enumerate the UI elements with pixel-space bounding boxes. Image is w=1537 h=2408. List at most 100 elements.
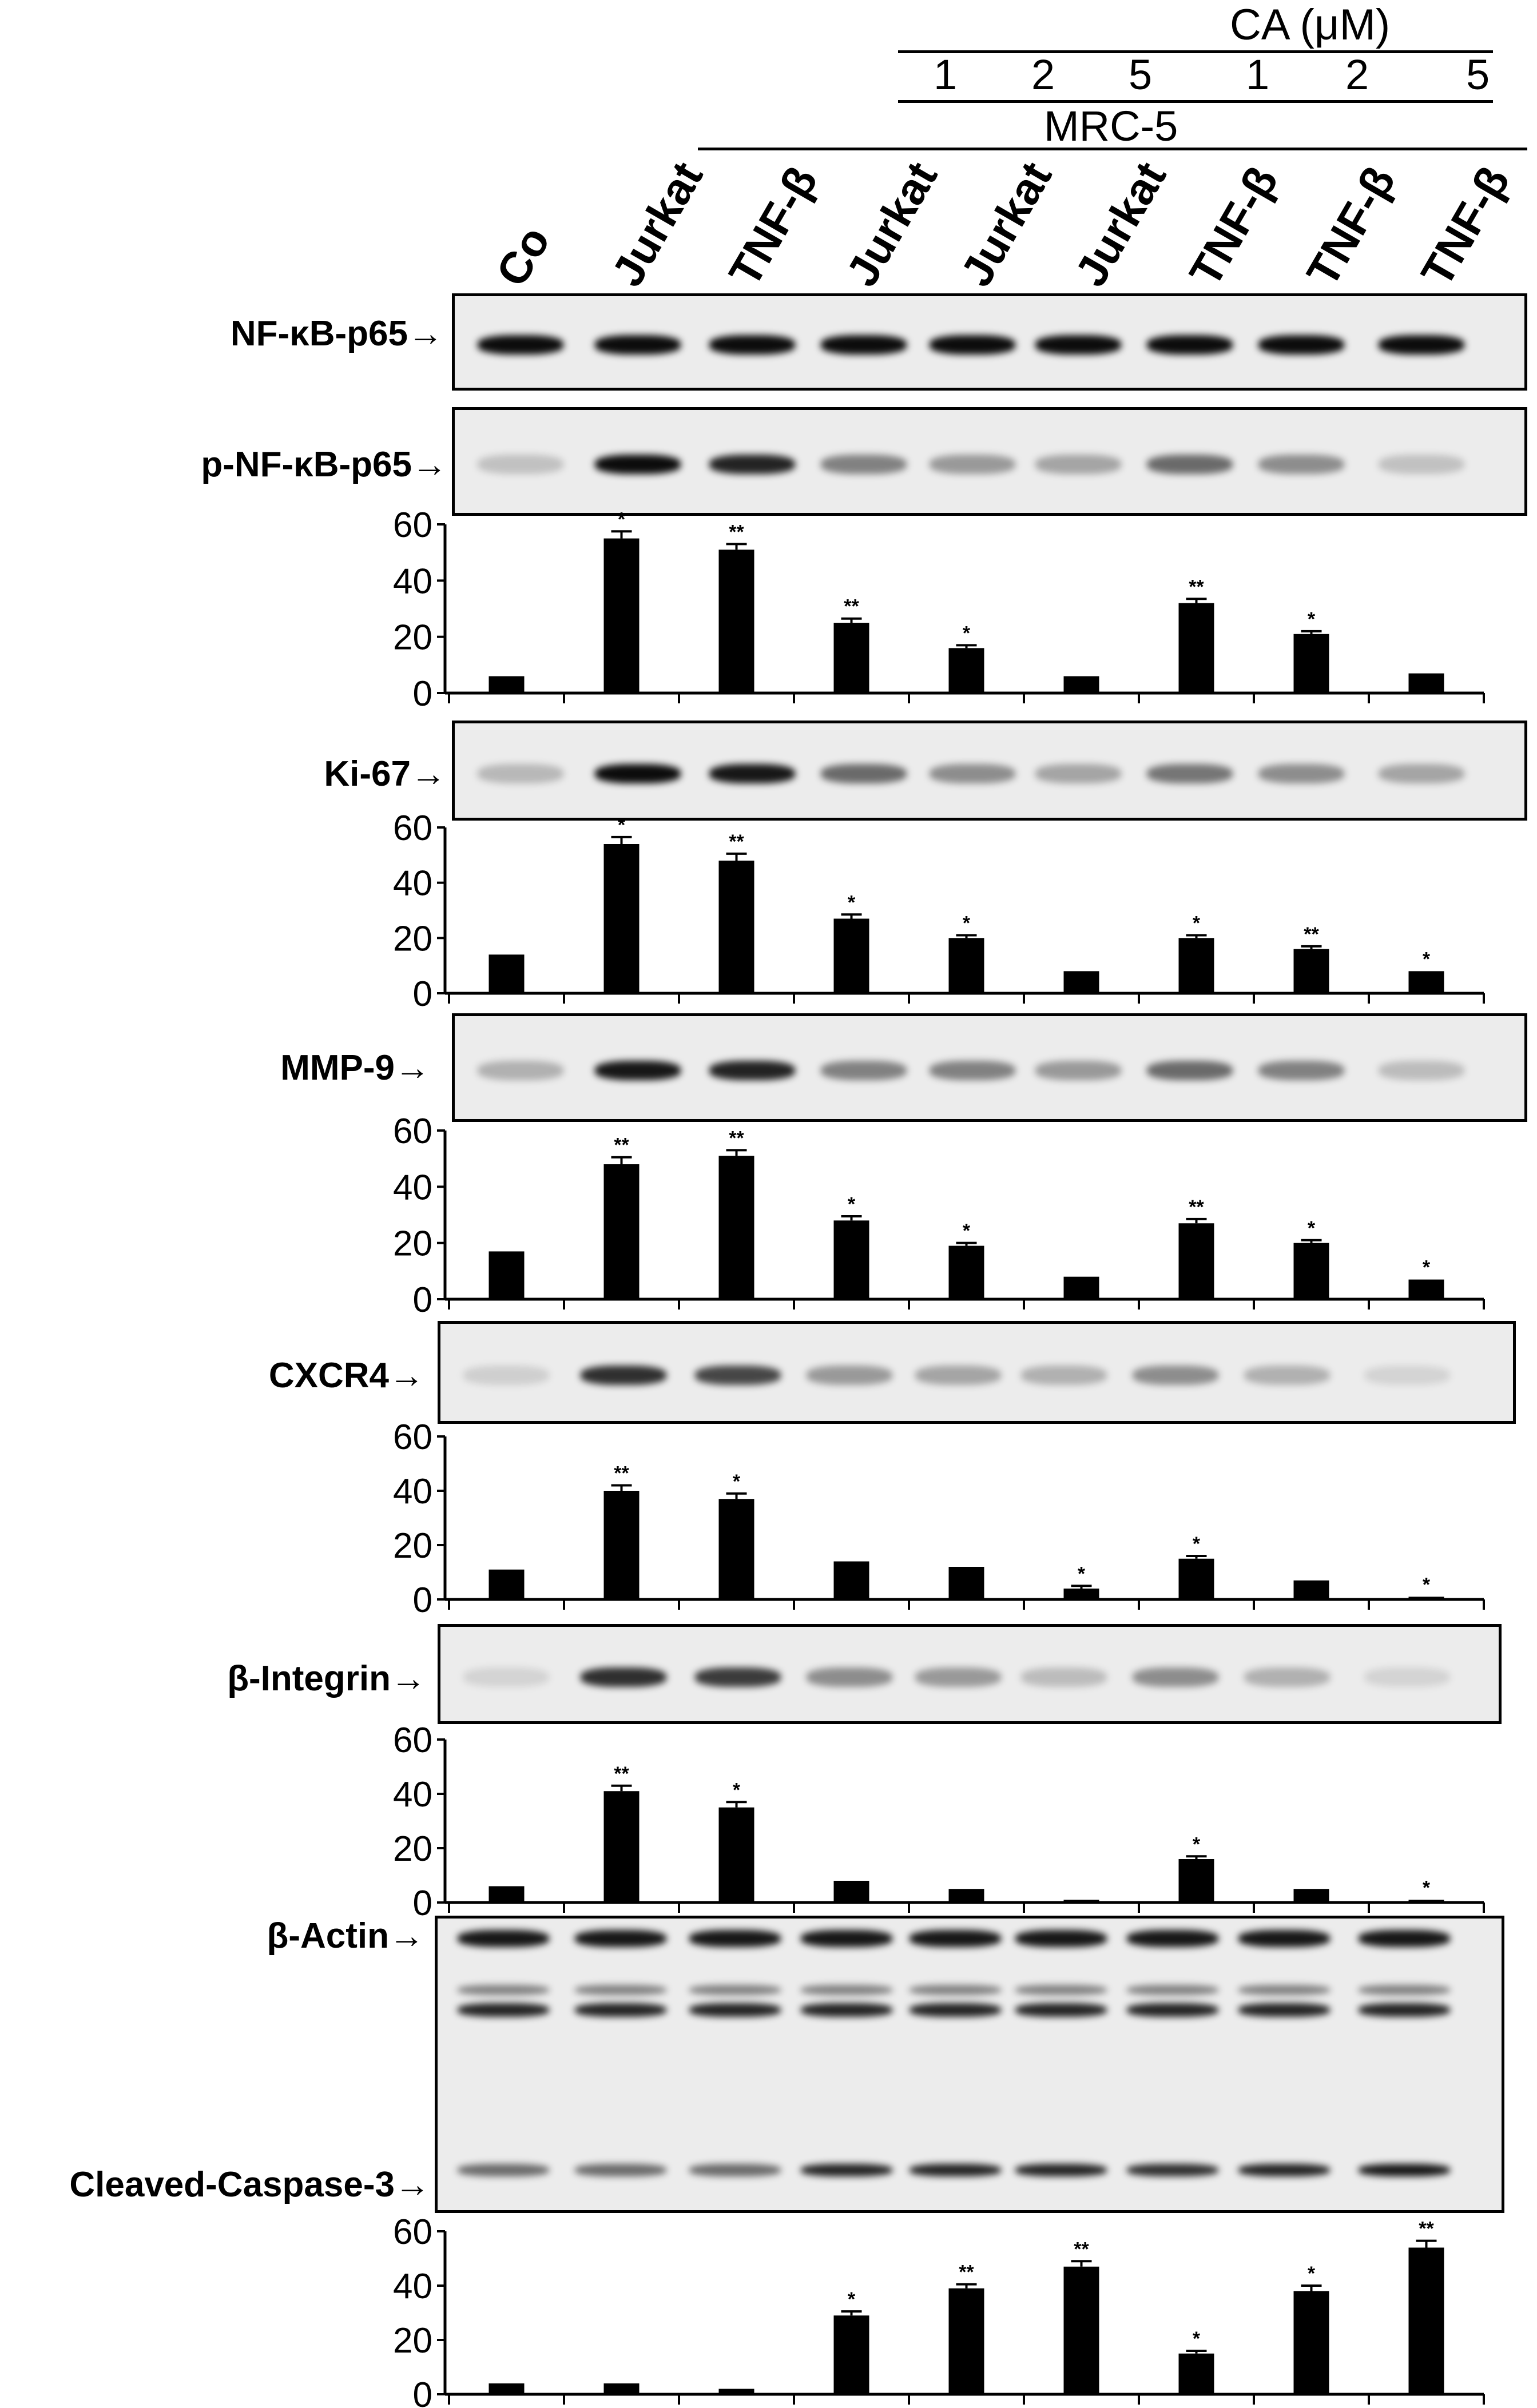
ca-dose: 2 — [1345, 51, 1369, 98]
nonspecific-band — [1359, 2003, 1450, 2017]
blot-band — [821, 763, 907, 783]
ca-dose: 2 — [1031, 51, 1055, 98]
blot-band — [463, 1366, 549, 1385]
blot-band — [821, 455, 907, 474]
bar — [488, 1251, 525, 1299]
bar — [488, 2383, 525, 2394]
blot-band — [1364, 1366, 1450, 1385]
bar — [1293, 1889, 1329, 1902]
nonspecific-band — [1015, 1985, 1107, 1995]
significance-marker: ** — [1189, 576, 1204, 598]
bar — [603, 1164, 640, 1299]
lane-label: TNF-β — [1411, 157, 1519, 294]
bar — [833, 918, 869, 993]
blot-band — [1364, 1667, 1450, 1687]
y-tick-label: 60 — [393, 1727, 432, 1760]
bar — [1293, 1243, 1329, 1299]
blot-label-ki67: Ki-67→ — [324, 754, 446, 794]
blot-mmp9 — [452, 1013, 1527, 1122]
y-tick-label: 20 — [393, 1526, 432, 1566]
bar — [948, 1889, 984, 1902]
caspase-band — [689, 2164, 781, 2176]
blot-band — [595, 763, 681, 783]
bar — [948, 938, 984, 993]
ca-bottom-line — [898, 100, 1493, 103]
bar — [833, 1220, 869, 1299]
caspase-band — [1359, 2164, 1450, 2176]
blot-pnfkb — [452, 407, 1527, 516]
significance-marker: * — [963, 622, 971, 644]
significance-marker: * — [1193, 913, 1201, 934]
blot-label-caspase: Cleaved-Caspase-3→ — [69, 2165, 430, 2204]
nonspecific-band — [1238, 1985, 1330, 1995]
bar — [833, 2315, 869, 2394]
y-tick-label: 60 — [393, 512, 432, 545]
significance-marker: * — [1423, 1574, 1431, 1595]
nonspecific-band — [910, 1985, 1001, 1995]
blot-band — [695, 1667, 781, 1687]
bar — [1178, 938, 1214, 993]
bar — [833, 623, 869, 693]
significance-marker: * — [1423, 1877, 1431, 1898]
blot-band — [1021, 1366, 1107, 1385]
significance-marker: * — [1308, 2263, 1316, 2284]
bar — [603, 2383, 640, 2394]
blot-band — [1147, 455, 1233, 474]
blot-band — [1021, 1667, 1107, 1687]
significance-marker: * — [1308, 1217, 1316, 1239]
blot-band — [581, 1366, 666, 1385]
blot-band — [915, 1366, 1001, 1385]
significance-marker: * — [963, 1220, 971, 1242]
significance-marker: ** — [614, 1763, 629, 1785]
blot-label-cxcr4: CXCR4→ — [268, 1356, 424, 1395]
caspase-band — [910, 2164, 1001, 2176]
ca-dose: 1 — [934, 51, 958, 98]
significance-marker: ** — [729, 521, 744, 543]
nonspecific-band — [1127, 1985, 1218, 1995]
significance-marker: ** — [614, 1135, 629, 1156]
bar — [488, 1569, 525, 1599]
blot-band — [1258, 455, 1344, 474]
y-tick-label: 0 — [413, 2375, 432, 2408]
significance-marker: * — [733, 1779, 741, 1801]
significance-marker: * — [848, 2288, 856, 2310]
blot-band — [478, 1061, 563, 1080]
significance-marker: * — [733, 1471, 741, 1492]
blot-band — [1258, 335, 1344, 355]
y-tick-label: 40 — [393, 562, 432, 601]
blot-band — [1133, 1366, 1218, 1385]
significance-marker: * — [963, 913, 971, 934]
bar — [718, 1807, 754, 1902]
caspase-band — [1127, 2164, 1218, 2176]
significance-marker: * — [618, 815, 626, 836]
bar — [1293, 2291, 1329, 2394]
blot-nfkb — [452, 293, 1527, 391]
significance-marker: * — [1193, 1533, 1201, 1555]
y-tick-label: 40 — [393, 1775, 432, 1814]
y-tick-label: 0 — [413, 674, 432, 706]
actin-band — [1238, 1930, 1330, 1947]
bar — [1178, 2353, 1214, 2394]
bar — [1408, 673, 1444, 693]
significance-marker: * — [1423, 1257, 1431, 1279]
lane-label: Jurkat — [1065, 153, 1176, 294]
lane-label: Co — [486, 217, 560, 294]
blot-band — [709, 335, 795, 355]
bar — [1293, 1580, 1329, 1599]
y-tick-label: 60 — [393, 815, 432, 848]
y-tick-label: 40 — [393, 864, 432, 904]
bar — [488, 676, 525, 693]
bar — [1063, 971, 1099, 993]
bar — [1408, 971, 1444, 993]
nonspecific-band — [801, 1985, 892, 1995]
bar — [1408, 1900, 1444, 1902]
bar — [948, 2288, 984, 2394]
significance-marker: ** — [1304, 924, 1319, 945]
blot-band — [1258, 763, 1344, 783]
nonspecific-band — [458, 1985, 549, 1995]
actin-band — [1127, 1930, 1218, 1947]
caspase-band — [1238, 2164, 1330, 2176]
blot-band — [709, 763, 795, 783]
